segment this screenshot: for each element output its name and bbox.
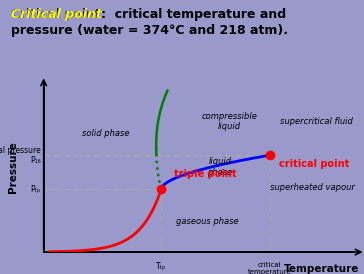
Text: supercritical fluid: supercritical fluid [280, 117, 352, 126]
Text: critical point: critical point [279, 159, 349, 169]
Text: compressible
liquid: compressible liquid [201, 112, 257, 131]
Text: Pₜₚ: Pₜₚ [30, 185, 41, 194]
Text: critical
temperature
T₁₆: critical temperature T₁₆ [248, 262, 292, 274]
Text: solid phase: solid phase [82, 129, 129, 138]
Text: Pressure: Pressure [8, 141, 18, 193]
Text: triple point: triple point [174, 169, 236, 179]
Text: liquid
phase: liquid phase [207, 158, 233, 177]
Text: Temperature: Temperature [284, 264, 359, 274]
Text: Tₜₚ: Tₜₚ [156, 262, 166, 271]
Text: Critical point:  critical temperature and
pressure (water = 374°C and 218 atm).: Critical point: critical temperature and… [11, 8, 288, 37]
Text: gaseous phase: gaseous phase [176, 217, 239, 226]
Text: Critical point: Critical point [11, 8, 102, 21]
Text: superheated vapour: superheated vapour [270, 183, 355, 192]
Text: critical pressure
P₁₆: critical pressure P₁₆ [0, 146, 41, 165]
